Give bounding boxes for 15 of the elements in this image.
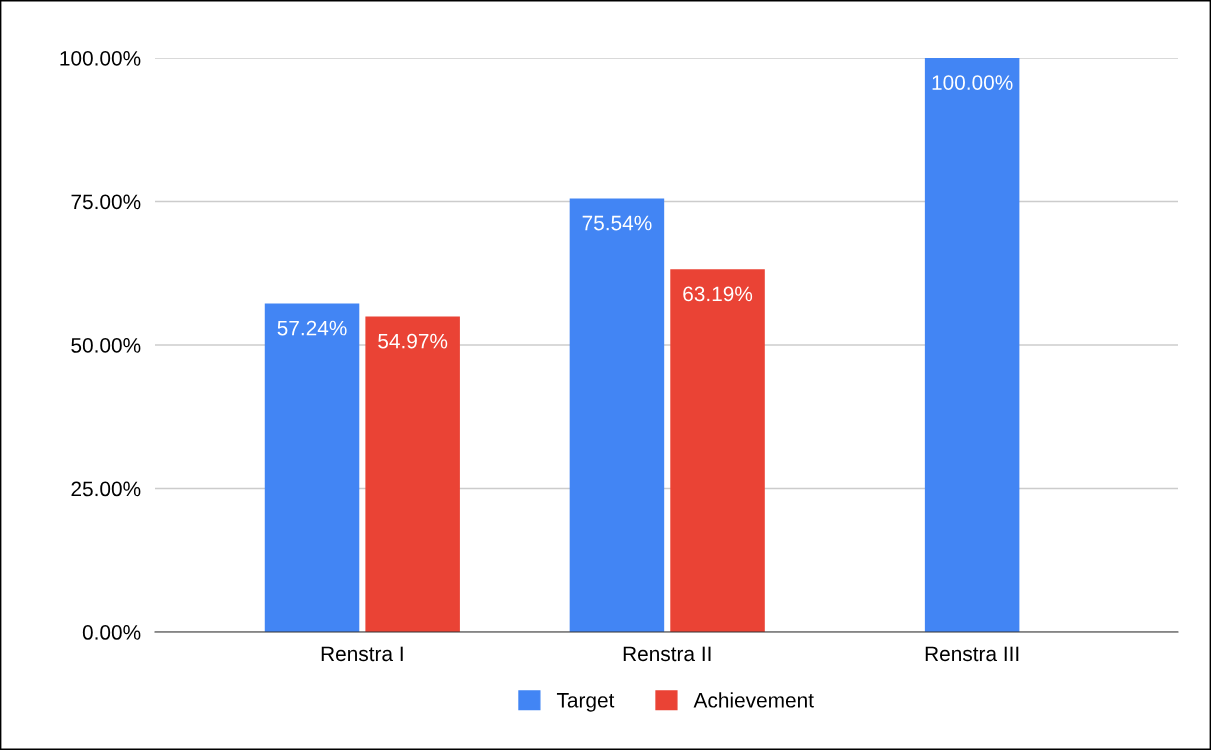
y-tick-label: 75.00%: [71, 194, 141, 210]
x-tick-label: Renstra III: [925, 646, 1019, 662]
data-label: 63.19%: [683, 286, 753, 302]
data-label: 75.54%: [582, 215, 652, 231]
x-tick-label: Renstra II: [623, 646, 711, 662]
legend-label: Achievement: [693, 692, 814, 708]
data-label: 57.24%: [277, 320, 347, 336]
y-tick-label: 100.00%: [60, 50, 141, 66]
data-label: 54.97%: [378, 333, 448, 349]
x-tick-label: Renstra I: [321, 646, 403, 662]
legend-label: Target: [556, 693, 615, 712]
y-tick-label: 50.00%: [71, 338, 141, 353]
data-label: 100.00%: [932, 75, 1013, 90]
y-tick-label: 25.00%: [71, 481, 141, 497]
y-tick-label: 0.00%: [82, 625, 141, 640]
